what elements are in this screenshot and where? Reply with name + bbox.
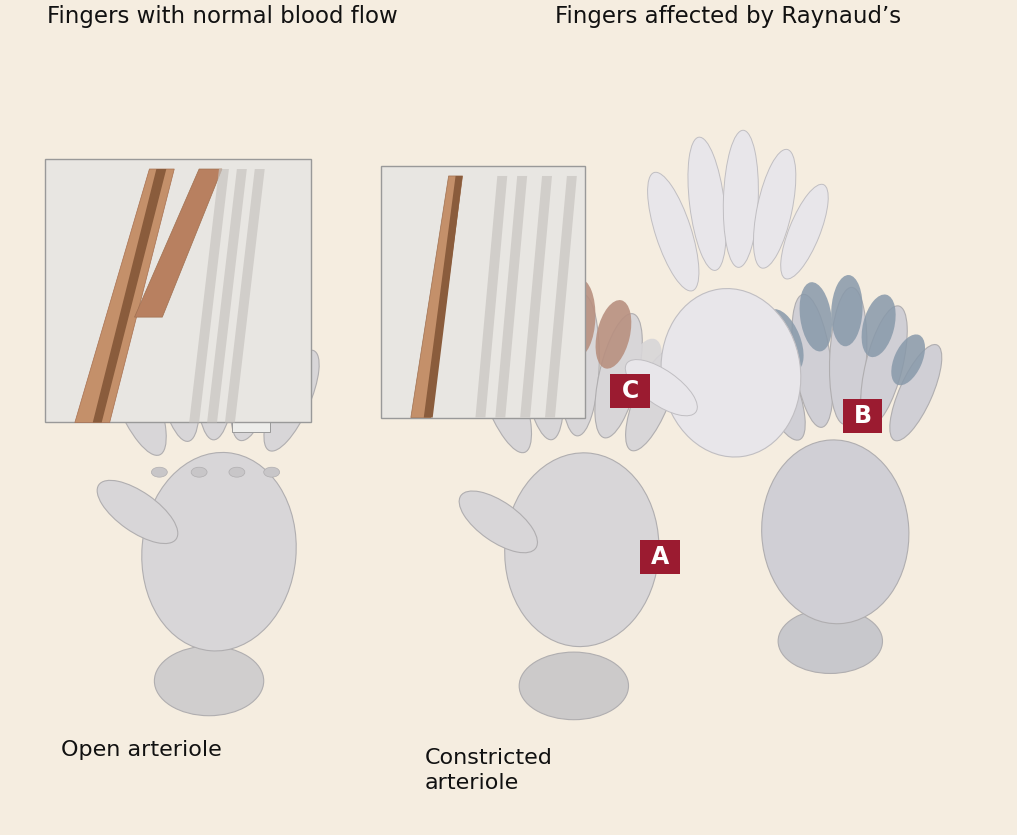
Ellipse shape — [103, 330, 166, 455]
Text: Constricted
arteriole: Constricted arteriole — [425, 748, 552, 792]
Polygon shape — [545, 176, 577, 418]
FancyBboxPatch shape — [610, 374, 650, 407]
Polygon shape — [424, 176, 463, 418]
Ellipse shape — [860, 306, 907, 426]
Ellipse shape — [562, 279, 595, 357]
Ellipse shape — [196, 296, 236, 440]
Bar — [45, 159, 311, 423]
Polygon shape — [411, 176, 463, 418]
Ellipse shape — [264, 350, 319, 451]
Ellipse shape — [231, 315, 281, 441]
Ellipse shape — [229, 468, 245, 477]
Ellipse shape — [762, 440, 909, 624]
Ellipse shape — [191, 468, 207, 477]
Ellipse shape — [98, 480, 178, 544]
FancyBboxPatch shape — [641, 540, 680, 574]
Polygon shape — [207, 169, 247, 423]
Polygon shape — [475, 176, 507, 418]
Ellipse shape — [648, 172, 699, 291]
Ellipse shape — [890, 345, 942, 441]
Ellipse shape — [473, 329, 532, 453]
Ellipse shape — [765, 309, 803, 372]
Text: A: A — [651, 545, 669, 569]
Text: Open arteriole: Open arteriole — [61, 740, 222, 760]
Ellipse shape — [459, 491, 537, 553]
Ellipse shape — [141, 453, 296, 651]
Polygon shape — [134, 169, 222, 317]
Polygon shape — [189, 169, 229, 423]
Text: C: C — [621, 379, 639, 403]
Ellipse shape — [625, 360, 698, 416]
Ellipse shape — [490, 315, 531, 383]
Ellipse shape — [152, 468, 168, 477]
Ellipse shape — [596, 300, 632, 369]
Bar — [381, 166, 585, 418]
Ellipse shape — [529, 287, 562, 363]
Ellipse shape — [155, 646, 263, 716]
Polygon shape — [520, 176, 552, 418]
Polygon shape — [93, 169, 167, 423]
Polygon shape — [75, 169, 174, 423]
Ellipse shape — [861, 295, 896, 357]
Ellipse shape — [154, 304, 199, 442]
Ellipse shape — [520, 652, 629, 720]
Ellipse shape — [687, 137, 726, 271]
Text: Fingers affected by Raynaud’s: Fingers affected by Raynaud’s — [555, 5, 901, 28]
Ellipse shape — [778, 609, 883, 674]
Ellipse shape — [831, 275, 862, 347]
Text: Fingers with normal blood flow: Fingers with normal blood flow — [47, 5, 398, 28]
Ellipse shape — [754, 149, 796, 268]
Text: B: B — [853, 404, 872, 428]
Ellipse shape — [625, 351, 677, 451]
FancyBboxPatch shape — [843, 399, 883, 433]
Ellipse shape — [504, 453, 659, 646]
Ellipse shape — [891, 334, 925, 385]
Ellipse shape — [746, 321, 805, 440]
Ellipse shape — [595, 314, 643, 438]
Ellipse shape — [661, 289, 800, 457]
Ellipse shape — [830, 287, 866, 424]
Ellipse shape — [626, 339, 662, 394]
Polygon shape — [495, 176, 527, 418]
Ellipse shape — [799, 282, 832, 352]
Ellipse shape — [781, 185, 828, 279]
Ellipse shape — [521, 301, 563, 440]
Ellipse shape — [263, 468, 280, 477]
Polygon shape — [225, 169, 264, 423]
Ellipse shape — [723, 130, 759, 267]
Ellipse shape — [792, 295, 833, 428]
Bar — [232, 387, 270, 433]
Ellipse shape — [560, 294, 599, 436]
